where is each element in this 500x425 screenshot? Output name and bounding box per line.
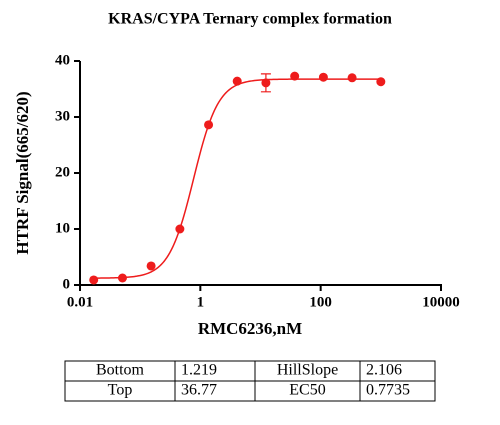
- data-point: [89, 275, 99, 285]
- data-point: [175, 224, 185, 234]
- table-cell: Bottom: [96, 362, 145, 379]
- data-point: [261, 78, 271, 88]
- data-point: [290, 71, 300, 81]
- table-cell: 36.77: [181, 382, 217, 399]
- x-tick-label: 100: [309, 294, 332, 310]
- chart-title: KRAS/CYPA Ternary complex formation: [108, 11, 392, 28]
- data-point: [376, 77, 386, 87]
- table-cell: EC50: [289, 382, 325, 399]
- x-tick-label: 1: [197, 294, 205, 310]
- table-cell: Top: [108, 382, 133, 399]
- fit-curve: [93, 78, 381, 279]
- data-point: [204, 120, 214, 130]
- y-tick-label: 40: [55, 52, 70, 68]
- y-tick-label: 30: [55, 108, 70, 124]
- y-tick-label: 20: [55, 164, 70, 180]
- fit-table: [64, 360, 436, 402]
- table-cell: HillSlope: [277, 362, 338, 379]
- table-cell: 0.7735: [366, 382, 410, 399]
- data-point: [347, 73, 357, 83]
- x-tick-label: 10000: [422, 294, 460, 310]
- y-tick-label: 10: [55, 220, 70, 236]
- y-axis-label: HTRF Signal(665/620): [13, 91, 32, 254]
- data-point: [146, 261, 156, 271]
- table-cell: 1.219: [181, 362, 217, 379]
- data-point: [318, 72, 328, 82]
- x-tick-label: 0.01: [67, 294, 93, 310]
- table-cell: 2.106: [366, 362, 402, 379]
- data-point: [232, 76, 242, 86]
- data-point: [117, 273, 127, 283]
- y-tick-label: 0: [63, 276, 71, 292]
- x-axis-label: RMC6236,nM: [198, 319, 302, 338]
